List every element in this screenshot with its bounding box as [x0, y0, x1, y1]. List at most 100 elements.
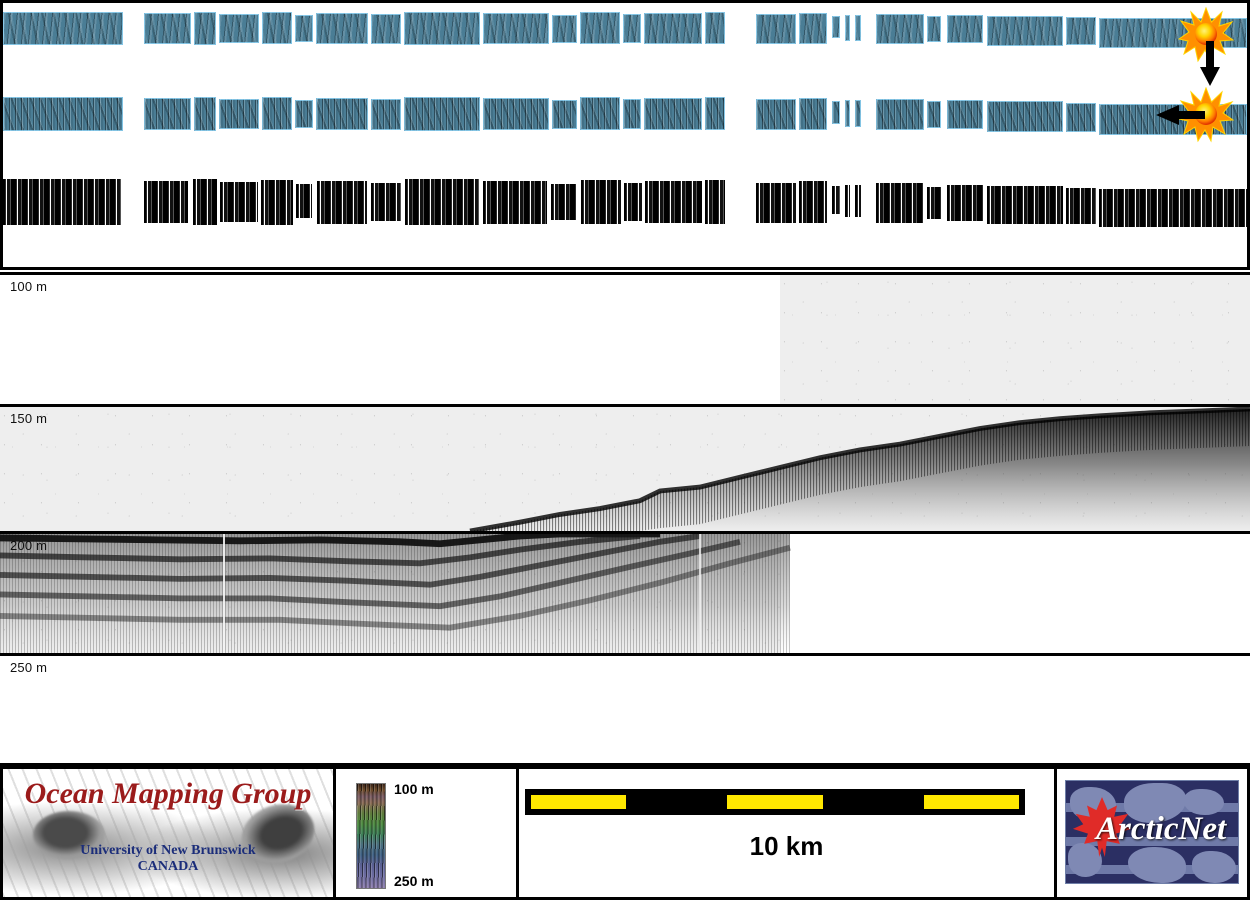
scale-bar	[525, 789, 1025, 815]
backscatter-segment	[261, 180, 293, 225]
map-landmass	[1192, 851, 1236, 883]
swath-segment	[705, 12, 725, 44]
swath-segment	[552, 100, 577, 129]
scale-segment	[724, 792, 826, 812]
swath-segment	[876, 14, 924, 44]
omg-title: Ocean Mapping Group	[24, 777, 312, 810]
swath-segment	[845, 15, 850, 41]
arcticnet-wordmark: ArcticNet	[1096, 811, 1227, 847]
subbottom-panel-250m: 250 m	[0, 653, 1250, 766]
backscatter-segment	[645, 181, 702, 223]
omg-country: CANADA	[137, 859, 199, 874]
backscatter-segment	[1099, 189, 1247, 227]
swath-row-bathymetry-north	[3, 10, 1247, 48]
swath-segment	[623, 99, 641, 129]
swath-segment	[262, 97, 292, 130]
backscatter-segment	[371, 183, 401, 221]
backscatter-segment	[551, 184, 577, 220]
backscatter-segment	[756, 183, 796, 223]
seafloor-reflector-150	[469, 407, 1250, 531]
swath-segment	[644, 98, 702, 130]
swath-segment	[756, 99, 796, 130]
swath-segment	[623, 14, 641, 43]
swath-segment	[1066, 17, 1096, 45]
scale-bar-group: 10 km	[519, 769, 1054, 897]
swath-segment	[580, 97, 620, 130]
depth-label: 100 m	[10, 279, 48, 294]
backscatter-segment	[855, 185, 861, 217]
maple-leaf-icon	[1072, 795, 1132, 859]
backscatter-segment	[144, 181, 188, 223]
swath-segment	[371, 99, 401, 130]
swath-segment	[194, 12, 216, 45]
swath-segment	[295, 15, 313, 42]
backscatter-segment	[987, 186, 1063, 224]
swath-segment	[1066, 103, 1096, 132]
backscatter-segment	[3, 179, 121, 225]
swath-segment	[144, 98, 191, 130]
backscatter-segment	[220, 182, 258, 222]
water-column-noise	[780, 275, 1250, 404]
backscatter-segment	[705, 180, 725, 224]
sun-illumination-icon	[1178, 7, 1234, 63]
swath-segment	[194, 97, 216, 131]
swath-segment	[855, 15, 861, 41]
swath-segment	[3, 97, 123, 131]
swath-segment	[371, 14, 401, 44]
backscatter-segment	[832, 186, 840, 214]
backscatter-segment	[799, 181, 827, 223]
scale-segment	[920, 792, 1023, 812]
backscatter-segment	[927, 187, 941, 219]
illumination-arrow-left-icon	[1155, 103, 1205, 132]
profile-background-shading	[780, 275, 1250, 404]
legend-divider	[1054, 769, 1057, 897]
sediment-reflectors-200	[0, 534, 791, 653]
backscatter-segment	[845, 185, 850, 217]
swath-segment	[316, 98, 368, 130]
swath-segment	[404, 97, 480, 131]
swath-segment	[832, 101, 840, 124]
swath-segment	[927, 101, 941, 128]
legend-bar: Ocean Mapping Group University of New Br…	[0, 766, 1250, 900]
subbottom-panel-200m: 200 m	[0, 531, 1250, 653]
backscatter-segment	[581, 180, 621, 224]
swath-segment	[756, 14, 796, 44]
swath-segment	[876, 99, 924, 130]
swath-row-backscatter	[3, 175, 1247, 233]
depth-colorbar-group: 100 m 250 m	[336, 769, 516, 897]
depth-label: 150 m	[10, 411, 48, 426]
swath-segment	[295, 100, 313, 128]
scale-bar-label: 10 km	[749, 831, 824, 861]
swath-segment	[927, 16, 941, 42]
swath-segment	[144, 13, 191, 44]
swath-segment	[483, 98, 549, 130]
backscatter-segment	[1066, 188, 1096, 224]
omg-university: University of New Brunswick	[80, 843, 256, 858]
multibeam-panel	[0, 0, 1250, 270]
swath-segment	[316, 13, 368, 44]
swath-segment	[483, 13, 549, 44]
swath-segment	[3, 12, 123, 45]
sun-illumination-icon	[1178, 87, 1234, 143]
backscatter-segment	[876, 183, 924, 223]
map-landmass	[1128, 847, 1186, 883]
depth-label: 250 m	[10, 660, 48, 675]
depth-label: 200 m	[10, 538, 48, 553]
scale-segment	[528, 792, 630, 812]
swath-segment	[219, 14, 259, 43]
swath-segment	[644, 13, 702, 44]
ocean-mapping-group-logo: Ocean Mapping Group University of New Br…	[3, 769, 333, 897]
swath-row-bathymetry-east	[3, 95, 1247, 135]
swath-segment	[799, 13, 827, 44]
legend-divider	[516, 769, 519, 897]
swath-segment	[705, 97, 725, 130]
swath-segment	[845, 100, 850, 127]
backscatter-segment	[405, 179, 479, 225]
scale-segment	[629, 792, 725, 812]
swath-segment	[262, 12, 292, 44]
backscatter-segment	[483, 181, 547, 224]
swath-segment	[947, 15, 983, 43]
swath-segment	[799, 98, 827, 130]
illumination-arrow-down-icon	[1199, 41, 1221, 92]
